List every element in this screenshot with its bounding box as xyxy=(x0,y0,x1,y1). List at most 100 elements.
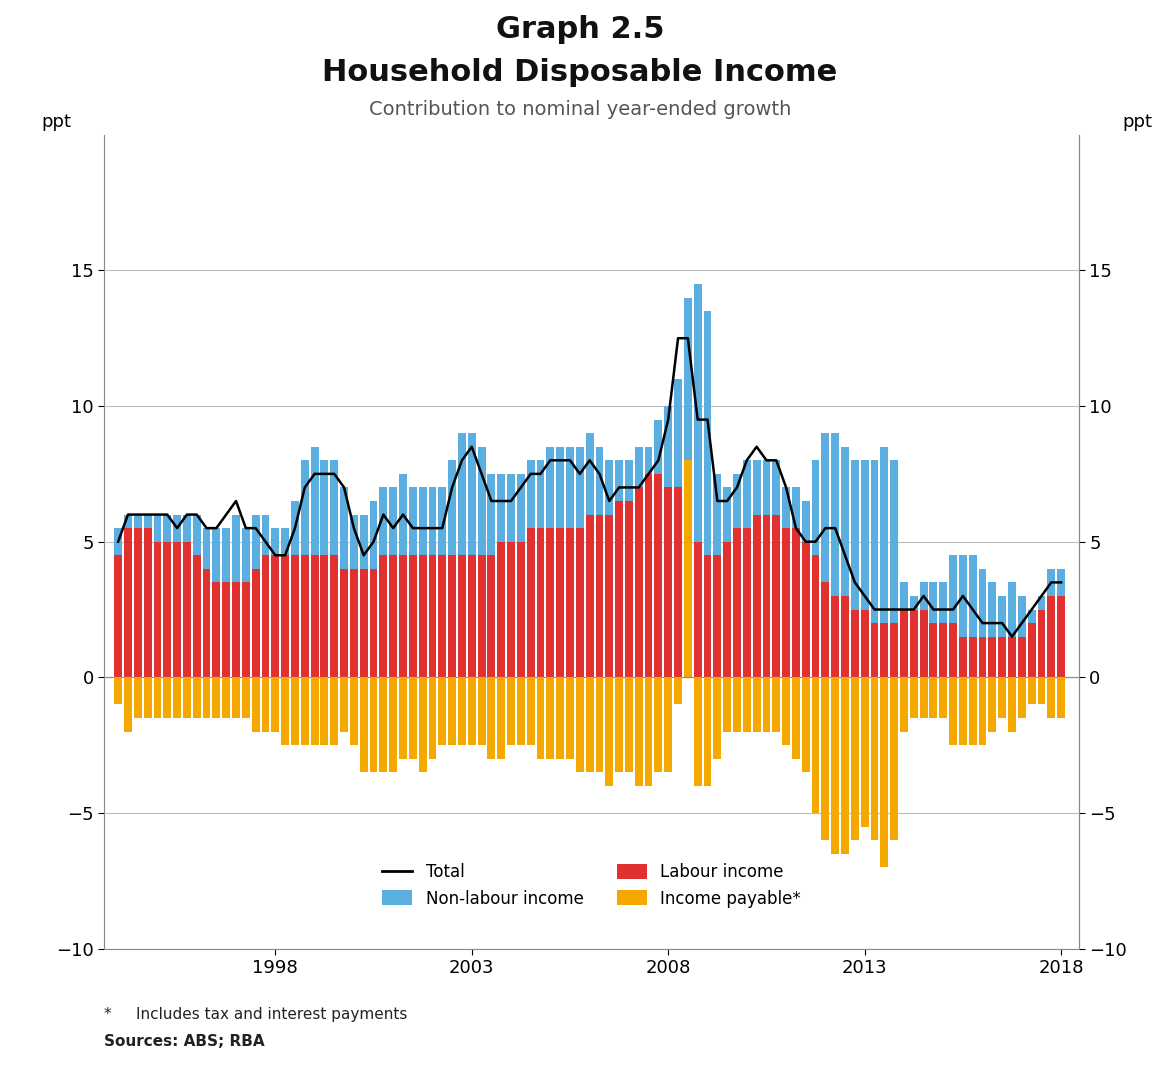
Bar xyxy=(625,677,633,772)
Bar xyxy=(988,677,996,732)
Bar xyxy=(281,528,289,555)
Bar xyxy=(940,623,948,677)
Bar xyxy=(311,446,319,555)
Bar xyxy=(723,677,731,732)
Bar xyxy=(940,582,948,623)
Bar xyxy=(586,514,594,677)
Bar xyxy=(448,677,456,745)
Bar xyxy=(694,677,702,786)
Bar xyxy=(645,474,652,677)
Bar xyxy=(900,677,908,732)
Bar xyxy=(350,677,357,745)
Bar xyxy=(684,460,691,677)
Bar xyxy=(929,623,937,677)
Bar xyxy=(212,528,220,582)
Bar xyxy=(575,677,583,772)
Bar xyxy=(458,433,466,555)
Bar xyxy=(890,623,898,677)
Bar xyxy=(223,528,230,582)
Bar xyxy=(144,514,152,528)
Bar xyxy=(595,514,603,677)
Bar xyxy=(390,677,397,772)
Bar xyxy=(851,677,858,840)
Bar xyxy=(320,460,328,555)
Bar xyxy=(999,596,1006,637)
Bar xyxy=(478,555,486,677)
Bar xyxy=(792,677,800,759)
Bar xyxy=(929,677,937,718)
Bar xyxy=(223,582,230,677)
Bar xyxy=(674,677,682,705)
Bar xyxy=(704,555,711,677)
Bar xyxy=(114,528,122,555)
Bar xyxy=(665,677,672,772)
Bar xyxy=(1017,637,1025,677)
Bar xyxy=(802,542,810,677)
Bar xyxy=(507,677,515,745)
Bar xyxy=(153,514,161,542)
Bar xyxy=(684,514,691,677)
Text: Contribution to nominal year-ended growth: Contribution to nominal year-ended growt… xyxy=(369,100,791,120)
Bar xyxy=(340,487,348,569)
Bar xyxy=(467,677,476,745)
Bar xyxy=(144,528,152,677)
Bar xyxy=(173,542,181,677)
Bar xyxy=(762,514,770,677)
Bar xyxy=(674,487,682,677)
Bar xyxy=(419,487,427,555)
Bar xyxy=(723,542,731,677)
Bar xyxy=(762,677,770,732)
Bar xyxy=(350,569,357,677)
Bar xyxy=(812,460,819,555)
Bar xyxy=(144,677,152,718)
Bar xyxy=(291,501,299,555)
Bar xyxy=(802,501,810,542)
Bar xyxy=(379,677,387,772)
Bar xyxy=(959,555,966,637)
Bar xyxy=(1057,677,1065,718)
Bar xyxy=(300,555,309,677)
Bar xyxy=(821,677,829,840)
Bar xyxy=(861,460,869,609)
Bar xyxy=(802,677,810,772)
Bar xyxy=(498,677,505,759)
Bar xyxy=(183,677,191,718)
Bar xyxy=(782,487,790,528)
Bar xyxy=(929,582,937,623)
Bar xyxy=(242,677,249,718)
Bar xyxy=(654,474,662,677)
Bar xyxy=(281,677,289,745)
Bar xyxy=(969,555,977,637)
Bar xyxy=(812,555,819,677)
Bar xyxy=(773,460,781,514)
Bar xyxy=(448,555,456,677)
Bar xyxy=(360,514,368,569)
Bar xyxy=(792,487,800,528)
Bar xyxy=(164,677,172,718)
Text: Sources: ABS; RBA: Sources: ABS; RBA xyxy=(104,1034,264,1049)
Bar xyxy=(851,460,858,609)
Bar xyxy=(645,446,652,474)
Bar xyxy=(635,446,643,487)
Bar xyxy=(507,474,515,542)
Bar xyxy=(1008,637,1016,677)
Bar xyxy=(438,677,447,745)
Bar xyxy=(988,637,996,677)
Bar xyxy=(478,677,486,745)
Bar xyxy=(684,298,691,514)
Bar xyxy=(575,528,583,677)
Bar xyxy=(183,542,191,677)
Bar xyxy=(537,460,544,528)
Text: *     Includes tax and interest payments: * Includes tax and interest payments xyxy=(104,1007,408,1022)
Bar xyxy=(645,677,652,786)
Bar xyxy=(665,487,672,677)
Bar xyxy=(753,677,761,732)
Bar xyxy=(331,460,339,555)
Bar xyxy=(203,569,210,677)
Bar xyxy=(979,677,986,745)
Bar xyxy=(527,460,535,528)
Bar xyxy=(114,555,122,677)
Bar xyxy=(320,677,328,745)
Bar xyxy=(360,677,368,772)
Bar xyxy=(498,474,505,542)
